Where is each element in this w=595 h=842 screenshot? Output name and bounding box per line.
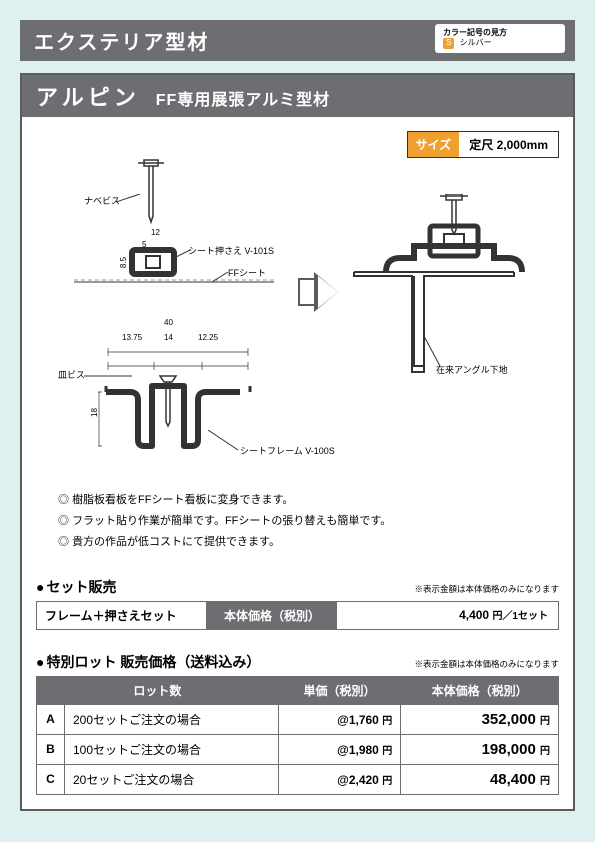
- row-letter: A: [37, 704, 65, 734]
- size-label: サイズ: [408, 132, 460, 157]
- dim-12: 12: [151, 228, 160, 237]
- row-total: 352,000 円: [401, 704, 559, 734]
- set-sale-row: フレーム＋押さえセット 本体価格（税別） 4,400 円／1セット: [36, 601, 559, 630]
- retainer-icon: [128, 246, 178, 278]
- dim-40: 40: [164, 318, 173, 327]
- th-unit: 単価（税別）: [278, 676, 400, 704]
- table-row: B 100セットご注文の場合 @1,980 円 198,000 円: [37, 734, 559, 764]
- row-desc: 200セットご注文の場合: [65, 704, 279, 734]
- legend-chip: S: [443, 38, 454, 48]
- leader-line-osae: [174, 250, 192, 260]
- table-row: A 200セットご注文の場合 @1,760 円 352,000 円: [37, 704, 559, 734]
- leader-line-frame: [208, 430, 242, 454]
- row-desc: 20セットご注文の場合: [65, 764, 279, 794]
- dim-1375: 13.75: [122, 333, 142, 342]
- table-row: C 20セットご注文の場合 @2,420 円 48,400 円: [37, 764, 559, 794]
- set-price-unit: 円／1セット: [492, 611, 548, 622]
- row-desc: 100セットご注文の場合: [65, 734, 279, 764]
- ffsheet-line: [74, 278, 274, 286]
- set-note: ※表示金額は本体価格のみになります: [414, 583, 559, 595]
- arrow-icon: [314, 272, 338, 312]
- row-total: 48,400 円: [401, 764, 559, 794]
- label-osae: シート押さえ V-101S: [188, 244, 274, 257]
- label-sara: 皿ビス: [58, 368, 85, 381]
- bullet-item: 樹脂板看板をFFシート看板に変身できます。: [58, 490, 559, 511]
- label-frame: シートフレーム V-100S: [240, 444, 335, 457]
- bullet-item: 貴方の作品が低コストにて提供できます。: [58, 532, 559, 553]
- dim-14: 14: [164, 333, 173, 342]
- row-unit: @2,420 円: [278, 764, 400, 794]
- lot-table: ロット数 単価（税別） 本体価格（税別） A 200セットご注文の場合 @1,7…: [36, 676, 559, 795]
- th-qty: ロット数: [37, 676, 279, 704]
- lot-note: ※表示金額は本体価格のみになります: [414, 658, 559, 670]
- set-col2: 本体価格（税別）: [207, 602, 337, 629]
- size-box: サイズ 定尺 2,000mm: [407, 131, 559, 158]
- row-total: 198,000 円: [401, 734, 559, 764]
- set-price-num: 4,400: [459, 608, 489, 622]
- leader-line-sara: [84, 370, 134, 382]
- product-subtitle: FF専用展張アルミ型材: [156, 86, 330, 110]
- leader-line-angle: [424, 336, 444, 370]
- label-ffsheet: FFシート: [228, 266, 266, 279]
- feature-bullets: 樹脂板看板をFFシート看板に変身できます。 フラット貼り作業が簡単です。FFシー…: [58, 490, 559, 553]
- leader-line-nabe: [116, 194, 142, 206]
- set-col1: フレーム＋押さえセット: [37, 602, 207, 629]
- row-unit: @1,980 円: [278, 734, 400, 764]
- product-title: アルピン: [36, 80, 140, 112]
- leader-line-ffsheet: [212, 272, 230, 284]
- dim-1225: 12.25: [198, 333, 218, 342]
- bullet-item: フラット貼り作業が簡単です。FFシートの張り替えも簡単です。: [58, 511, 559, 532]
- screw-top-icon: [136, 158, 166, 228]
- product-panel: アルピン FF専用展張アルミ型材 サイズ 定尺 2,000mm ナベビス 12 …: [20, 73, 575, 811]
- th-total: 本体価格（税別）: [401, 676, 559, 704]
- row-unit: @1,760 円: [278, 704, 400, 734]
- diagram-area: ナベビス 12 5 8.5 シート押さえ V-101S FFシート: [36, 158, 559, 478]
- set-heading: セット販売: [36, 577, 116, 597]
- title-bar: アルピン FF専用展張アルミ型材: [22, 75, 573, 117]
- lot-heading: 特別ロット 販売価格（送料込み）: [36, 652, 260, 672]
- row-letter: B: [37, 734, 65, 764]
- dim-85: 8.5: [119, 257, 128, 268]
- color-legend: カラー記号の見方 S シルバー: [435, 24, 565, 53]
- legend-label: シルバー: [460, 38, 492, 47]
- size-value: 定尺 2,000mm: [459, 132, 558, 157]
- label-nabe: ナベビス: [84, 194, 120, 207]
- set-price: 4,400 円／1セット: [337, 602, 558, 629]
- legend-title: カラー記号の見方: [443, 28, 557, 38]
- label-angle: 在来アングル下地: [436, 363, 508, 376]
- row-letter: C: [37, 764, 65, 794]
